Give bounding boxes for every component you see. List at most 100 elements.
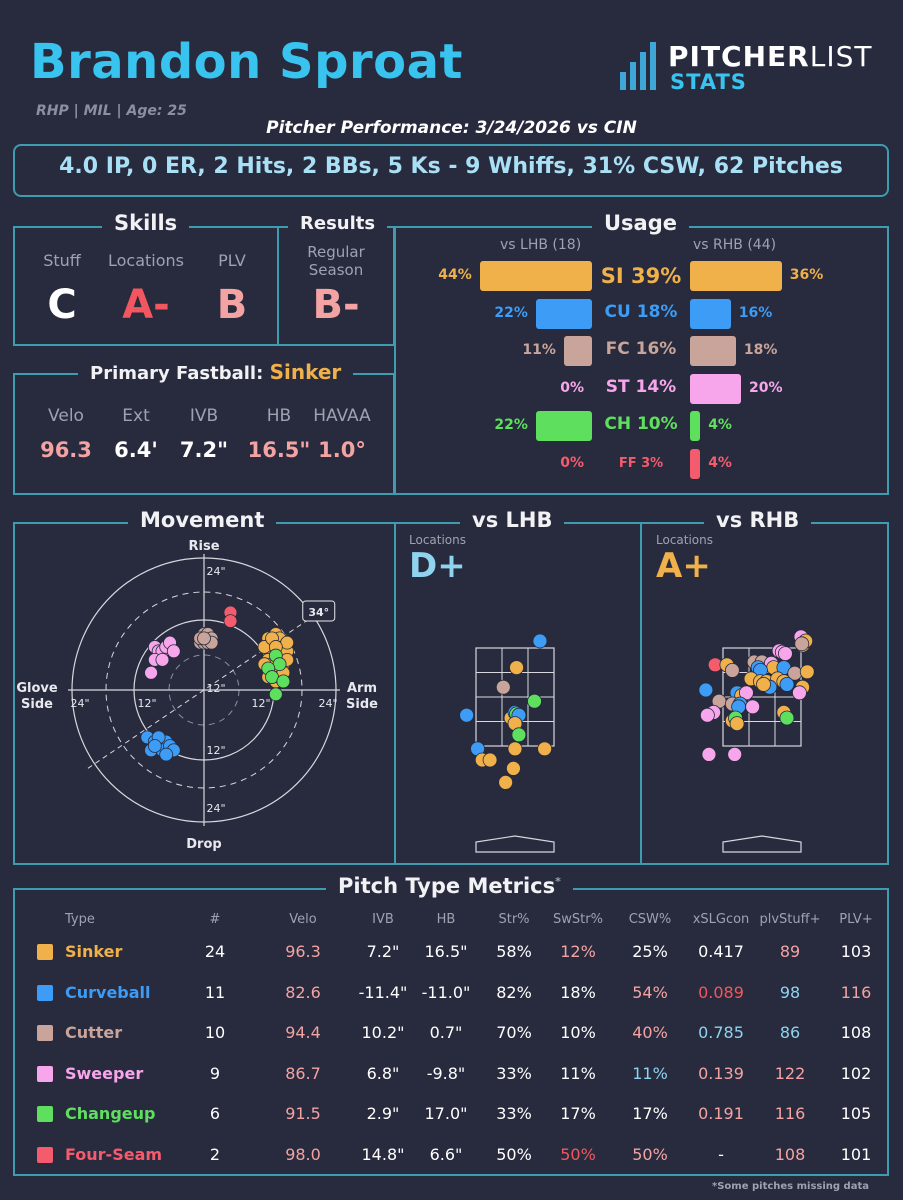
location-point (729, 716, 745, 731)
table-cell-str: 82% (496, 982, 532, 1002)
table-cell-hb: -11.0" (421, 982, 471, 1002)
fastball-stat-label-3: HB (266, 406, 292, 426)
location-point (537, 741, 553, 757)
pitch-color-swatch (37, 1106, 53, 1122)
table-cell-xslgcon: - (718, 1144, 724, 1164)
table-cell-plv: 116 (840, 982, 872, 1002)
usage-pitch-label: FF 3% (618, 455, 664, 471)
ring-label-right-24: 24" (318, 697, 337, 710)
fastball-stat-label-0: Velo (48, 406, 84, 426)
skills-label-1: Locations (107, 251, 184, 270)
location-point (482, 752, 498, 768)
location-point (745, 699, 761, 715)
player-bio: RHP | MIL | Age: 25 (36, 103, 187, 119)
table-cell-plv: 103 (840, 942, 872, 961)
usage-bar-rhb (690, 298, 731, 329)
table-cell-str: 33% (496, 1104, 532, 1123)
metrics-header-10: PLV+ (839, 912, 873, 927)
movement-point-cutter (197, 631, 211, 646)
movement-point-sweeper (155, 652, 170, 667)
pitch-color-swatch (37, 1146, 53, 1163)
usage-lhb-value: 0% (560, 379, 584, 396)
usage-bar-rhb (690, 261, 782, 291)
location-point (739, 685, 754, 701)
table-cell-ivb: 14.8" (361, 1144, 405, 1164)
pitch-type-name: Sinker (65, 942, 123, 961)
table-cell-xslgcon: 0.785 (698, 1023, 744, 1042)
fastball-stat-value-1: 6.4' (114, 438, 158, 462)
location-point (700, 707, 715, 723)
fastball-stat-label-4: HAVAA (313, 406, 371, 426)
skills-label-0: Stuff (43, 251, 81, 270)
fastball-stat-value-0: 96.3 (40, 438, 92, 462)
table-cell-: 24 (204, 942, 226, 961)
table-cell-ivb: 10.2" (361, 1023, 405, 1042)
table-cell-ivb: -11.4" (358, 982, 408, 1002)
table-cell-plv: 108 (840, 1023, 872, 1042)
location-point (459, 707, 475, 723)
usage-title: Usage (592, 211, 689, 235)
table-cell-swstr: 17% (560, 1104, 596, 1123)
table-cell-csw: 54% (632, 982, 668, 1002)
metrics-header-0: Type (65, 912, 95, 927)
location-point (756, 677, 771, 692)
location-point (701, 746, 717, 762)
table-cell-xslgcon: 0.191 (698, 1104, 744, 1123)
logo-text-stats: STATS (670, 70, 747, 94)
table-cell-plvstuff: 122 (774, 1063, 806, 1083)
usage-pitch-label: CU 18% (604, 301, 678, 322)
table-cell-swstr: 18% (560, 982, 596, 1002)
table-cell-: 2 (209, 1144, 221, 1164)
vs-lhb-location-chart (459, 633, 555, 853)
table-cell-plvstuff: 98 (779, 982, 801, 1002)
usage-bar-lhb (563, 336, 592, 366)
location-point (495, 679, 511, 695)
location-point (777, 646, 793, 661)
fastball-title: Primary Fastball: Sinker (78, 360, 354, 384)
ring-label-bottom-12: 12" (206, 744, 225, 757)
movement-point-curveball (147, 739, 162, 753)
fastball-stat-value-4: 1.0° (318, 438, 366, 462)
table-cell-csw: 40% (632, 1023, 668, 1042)
movement-point-four-seam (223, 614, 238, 629)
usage-pitch-label: ST 14% (605, 376, 677, 397)
table-cell-str: 50% (496, 1144, 532, 1164)
ring-label-left-24: 24" (70, 697, 89, 710)
ring-label-left-12: 12" (206, 682, 225, 695)
table-cell-hb: 6.6" (429, 1144, 463, 1164)
table-cell-velo: 98.0 (285, 1144, 321, 1164)
stat-line-box (13, 144, 889, 197)
fastball-stat-label-2: IVB (189, 406, 219, 426)
logo-text-list: LIST (809, 40, 873, 73)
usage-bar-lhb (479, 261, 592, 291)
location-point (727, 746, 743, 762)
table-cell-hb: 0.7" (429, 1023, 463, 1042)
results-grade: B- (312, 282, 360, 328)
logo-text-pitcher: PITCHER (668, 40, 810, 73)
metrics-title-text: Pitch Type Metrics (338, 874, 556, 898)
arm-angle-line (87, 611, 321, 769)
usage-lhb-value: 22% (494, 304, 528, 321)
table-cell-plvstuff: 89 (779, 942, 801, 961)
usage-bar-lhb (535, 411, 592, 441)
movement-point-sweeper (144, 665, 158, 680)
table-cell-ivb: 6.8" (366, 1063, 400, 1083)
location-point (509, 660, 524, 675)
skills-grade-1: A- (122, 282, 170, 328)
ring-label-right-12: 12" (251, 697, 270, 710)
table-cell-swstr: 12% (560, 942, 596, 961)
skills-title: Skills (102, 211, 190, 235)
metrics-header-6: SwStr% (553, 912, 603, 927)
table-cell-xslgcon: 0.417 (698, 942, 744, 961)
movement-grid (68, 554, 340, 826)
usage-lhb-value: 44% (438, 267, 472, 283)
arm-angle-badge (302, 600, 336, 622)
table-cell-str: 58% (496, 942, 532, 961)
location-point (799, 664, 815, 680)
metrics-header-4: HB (436, 912, 456, 927)
usage-bar-lhb (535, 298, 592, 329)
table-cell-str: 33% (496, 1063, 532, 1083)
table-cell-csw: 25% (632, 942, 668, 961)
table-cell-hb: 17.0" (424, 1104, 468, 1123)
